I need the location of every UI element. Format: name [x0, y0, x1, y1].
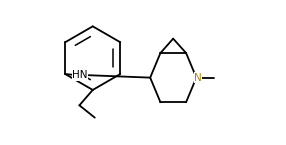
Text: N: N: [194, 73, 202, 83]
Text: HN: HN: [72, 70, 88, 80]
